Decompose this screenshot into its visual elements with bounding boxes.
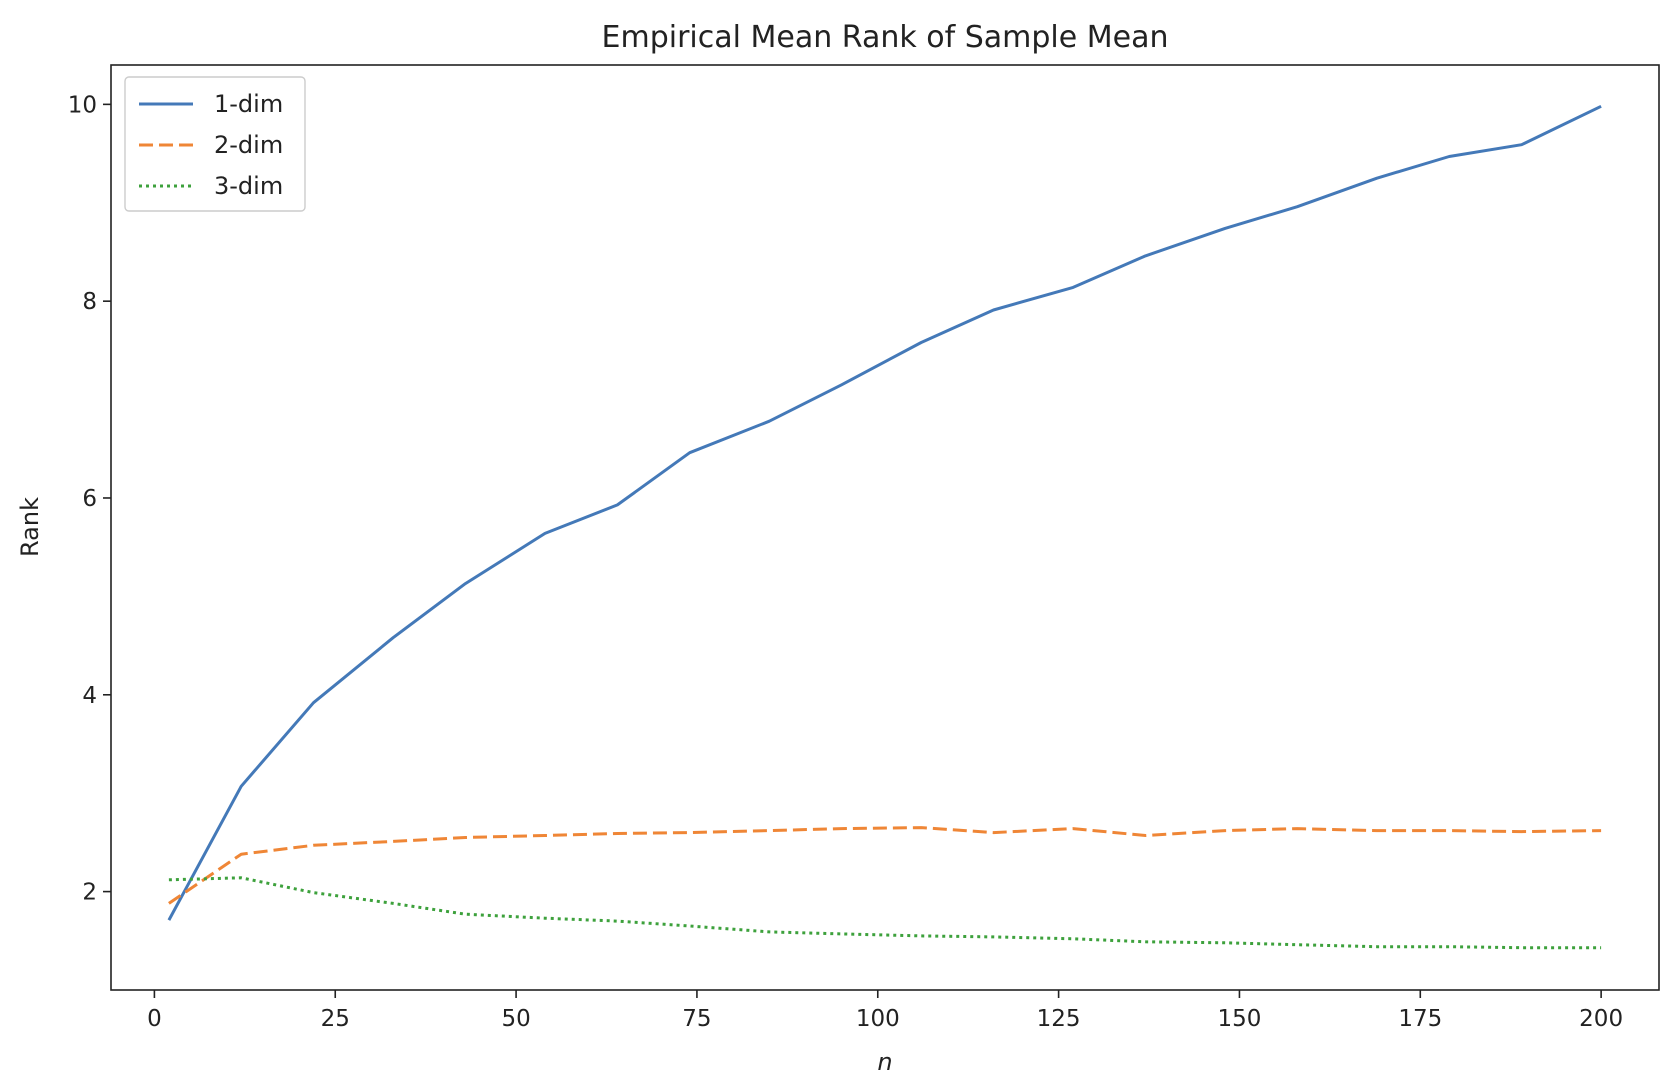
series-line-3 (168, 876, 1602, 950)
x-tick-label: 125 (1037, 1006, 1081, 1032)
legend-box (124, 76, 306, 212)
y-axis-label: Rank (16, 497, 44, 557)
x-tick-label: 100 (856, 1006, 900, 1032)
x-tick-label: 0 (147, 1006, 162, 1032)
x-tick-label: 75 (682, 1006, 711, 1032)
y-tick-label: 10 (68, 92, 97, 118)
x-tick-label: 200 (1579, 1006, 1623, 1032)
y-axis: 2 4 6 8 10 (68, 92, 111, 906)
legend-label-2: 2-dim (214, 131, 283, 159)
series-line-1 (167, 104, 1602, 921)
x-axis-label: n (877, 1048, 892, 1076)
x-tick-label: 175 (1398, 1006, 1442, 1032)
chart-title: Empirical Mean Rank of Sample Mean (602, 20, 1169, 55)
x-axis: 0 25 50 75 100 125 150 175 200 (147, 990, 1623, 1032)
y-tick-label: 2 (82, 880, 97, 906)
x-tick-label: 150 (1217, 1006, 1261, 1032)
legend: 1-dim 2-dim 3-dim (124, 76, 306, 212)
y-tick-label: 6 (82, 486, 97, 512)
x-tick-label: 25 (321, 1006, 350, 1032)
y-tick-label: 8 (82, 289, 97, 315)
plot-area (167, 104, 1602, 950)
plot-frame (110, 64, 1660, 991)
series-line-2 (168, 826, 1602, 905)
x-tick-label: 50 (501, 1006, 530, 1032)
legend-label-3: 3-dim (214, 172, 283, 200)
y-tick-label: 4 (82, 683, 97, 709)
legend-label-1: 1-dim (214, 90, 283, 118)
